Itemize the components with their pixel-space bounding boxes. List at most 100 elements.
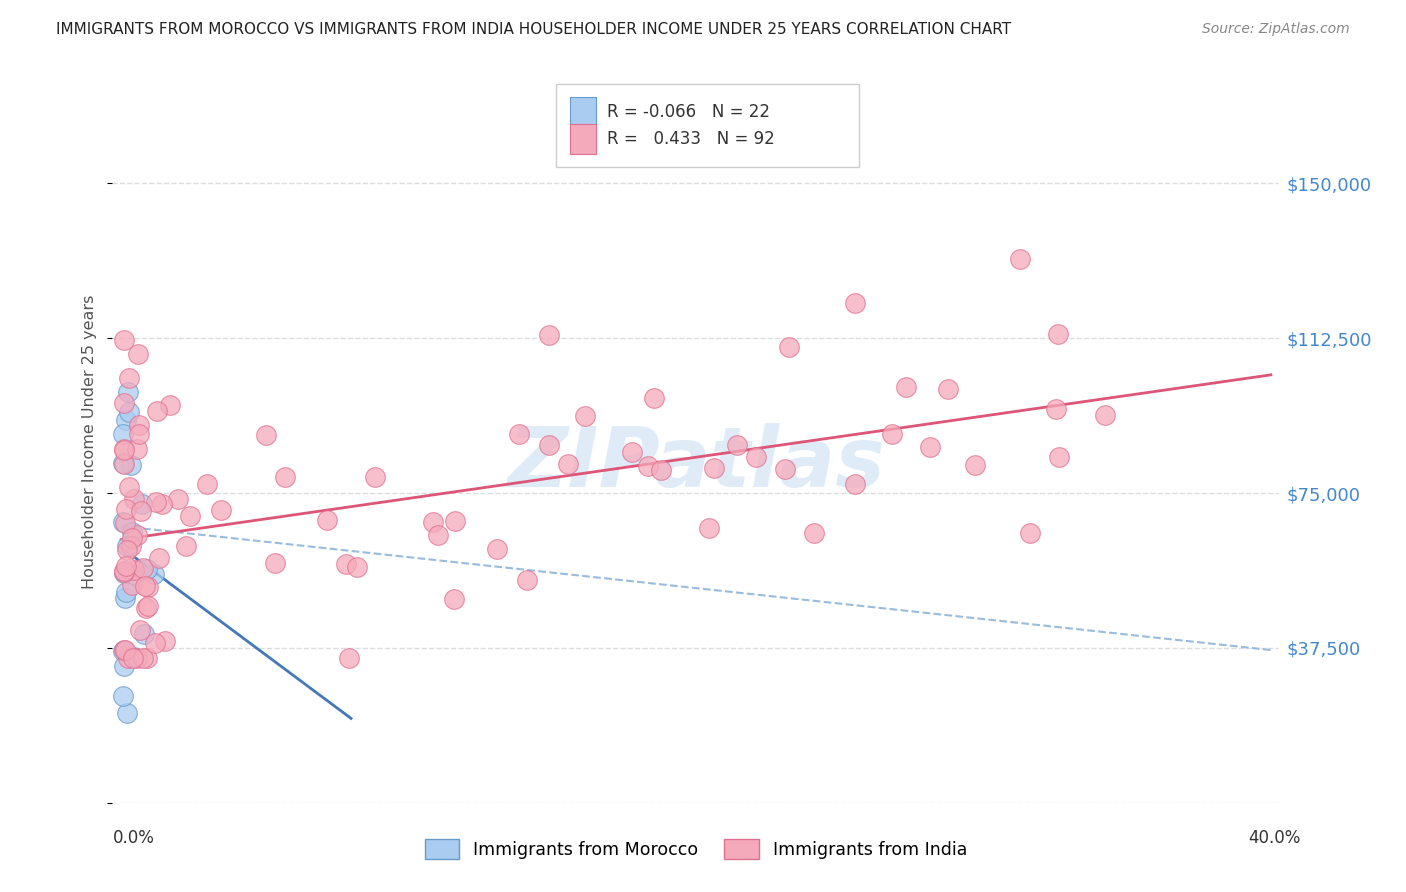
Point xyxy=(131,561,153,575)
Point xyxy=(1047,450,1070,464)
Point xyxy=(115,585,138,599)
Point xyxy=(443,592,465,607)
Point xyxy=(337,651,360,665)
Point xyxy=(127,651,149,665)
Point xyxy=(264,556,287,570)
Point xyxy=(844,476,866,491)
Y-axis label: Householder Income Under 25 years: Householder Income Under 25 years xyxy=(82,294,97,589)
Point xyxy=(112,643,135,657)
Point xyxy=(118,371,141,385)
Point xyxy=(422,516,444,530)
Text: 40.0%: 40.0% xyxy=(1249,829,1301,847)
Point xyxy=(131,497,153,511)
Point xyxy=(1019,526,1042,541)
Point xyxy=(516,574,538,588)
Point xyxy=(111,643,134,657)
Text: Source: ZipAtlas.com: Source: ZipAtlas.com xyxy=(1202,22,1350,37)
Point xyxy=(574,409,596,423)
Point xyxy=(538,438,561,452)
Point xyxy=(427,527,450,541)
Point xyxy=(882,426,904,441)
Point xyxy=(128,418,150,433)
Point xyxy=(703,460,725,475)
Point xyxy=(1045,402,1067,417)
Point xyxy=(1046,327,1069,342)
Point xyxy=(136,651,159,665)
Point xyxy=(120,458,142,473)
Text: 0.0%: 0.0% xyxy=(112,829,155,847)
Point xyxy=(508,427,530,442)
Point xyxy=(112,658,135,673)
Point xyxy=(346,560,368,574)
Point xyxy=(111,456,134,470)
Point xyxy=(117,385,139,400)
Point xyxy=(111,516,134,530)
Point xyxy=(179,509,201,524)
Point xyxy=(778,340,800,354)
Point xyxy=(112,690,135,704)
Point xyxy=(444,514,467,528)
Point xyxy=(134,627,156,641)
Point xyxy=(114,516,136,531)
Point xyxy=(112,565,135,579)
Point xyxy=(124,567,146,582)
Point xyxy=(118,405,141,419)
Point xyxy=(136,599,159,613)
Point xyxy=(143,636,166,650)
Point xyxy=(111,427,134,442)
Point xyxy=(125,527,148,541)
Point xyxy=(114,591,136,606)
Point xyxy=(112,564,135,578)
Point xyxy=(364,470,387,484)
Point xyxy=(145,494,167,508)
Point xyxy=(122,563,145,577)
Point xyxy=(485,541,508,556)
Point xyxy=(159,398,181,412)
Point xyxy=(274,470,297,484)
Point xyxy=(127,347,149,361)
Point xyxy=(150,497,173,511)
Point xyxy=(114,642,136,657)
Text: ZIPatlas: ZIPatlas xyxy=(508,423,884,504)
Point xyxy=(118,480,141,494)
Point xyxy=(122,650,145,665)
Point xyxy=(117,542,139,557)
Point xyxy=(112,442,135,457)
Point xyxy=(195,477,218,491)
FancyBboxPatch shape xyxy=(569,124,596,154)
Point xyxy=(538,328,561,343)
Point xyxy=(115,559,138,574)
Point xyxy=(773,462,796,476)
Point xyxy=(121,531,143,545)
Text: IMMIGRANTS FROM MOROCCO VS IMMIGRANTS FROM INDIA HOUSEHOLDER INCOME UNDER 25 YEA: IMMIGRANTS FROM MOROCCO VS IMMIGRANTS FR… xyxy=(56,22,1011,37)
Point xyxy=(643,391,665,405)
Point xyxy=(725,438,748,452)
Point xyxy=(112,396,135,410)
Point xyxy=(153,634,176,648)
Point xyxy=(894,380,917,394)
Point xyxy=(1008,252,1031,266)
Point xyxy=(744,450,766,465)
Point xyxy=(620,445,643,459)
Point xyxy=(115,706,138,721)
Point xyxy=(117,651,139,665)
Point xyxy=(120,539,142,553)
FancyBboxPatch shape xyxy=(569,97,596,128)
Point xyxy=(128,624,150,638)
Text: R = -0.066   N = 22: R = -0.066 N = 22 xyxy=(607,103,770,121)
Point xyxy=(637,459,659,474)
Point xyxy=(135,600,157,615)
Text: R =   0.433   N = 92: R = 0.433 N = 92 xyxy=(607,130,775,148)
Point xyxy=(132,651,155,665)
Point xyxy=(112,458,135,472)
Point xyxy=(121,578,143,592)
Point xyxy=(557,457,579,471)
Point xyxy=(315,513,337,527)
Point xyxy=(136,580,159,594)
Point xyxy=(803,526,825,541)
Point xyxy=(112,333,135,347)
Point xyxy=(122,651,145,665)
Point xyxy=(122,491,145,506)
Point xyxy=(844,295,866,310)
Point xyxy=(115,540,138,554)
